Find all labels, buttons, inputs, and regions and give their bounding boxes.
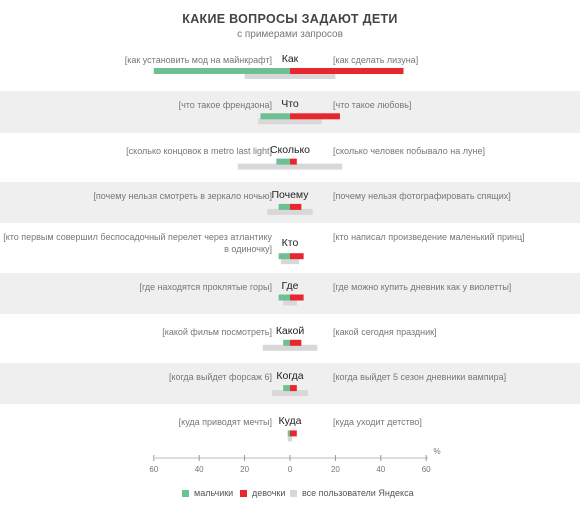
legend-label-boys: мальчики <box>194 488 234 498</box>
legend-item-girls: девочки <box>240 488 285 498</box>
boys-query-example: [где находятся проклятые горы] <box>139 281 272 292</box>
question-word-label: Куда <box>278 415 302 428</box>
x-tick-label: 40 <box>195 465 204 474</box>
boys-query-example: [когда выйдет форсаж 6] <box>169 372 272 383</box>
bar-all-users <box>244 73 336 79</box>
bar-boys <box>260 113 290 120</box>
girls-query-example: [какой сегодня праздник] <box>333 326 437 337</box>
x-tick-label: 60 <box>422 465 431 474</box>
question-word-label: Кто <box>281 237 299 250</box>
question-word-label: Сколько <box>269 143 311 156</box>
bar-all-users <box>262 344 318 351</box>
girls-query-example: [где можно купить дневник как у виолетты… <box>333 281 512 292</box>
bar-girls <box>290 430 297 437</box>
legend-label-girls: девочки <box>252 488 286 498</box>
question-word-label: Почему <box>271 188 309 201</box>
row-band <box>0 181 580 224</box>
x-tick-label: 0 <box>288 465 293 474</box>
x-tick-label: 40 <box>376 465 385 474</box>
row-band <box>0 91 580 133</box>
girls-query-example: [кто написал произведение маленький прин… <box>333 232 525 243</box>
question-word-label: Где <box>281 279 299 292</box>
boys-query-example: [сколько концовок в metro last light] <box>126 145 272 156</box>
boys-query-example: [почему нельзя смотреть в зеркало ночью] <box>93 190 272 201</box>
question-word-label: Какой <box>275 324 305 337</box>
bar-girls <box>290 339 302 346</box>
question-word-label: Что <box>281 98 299 111</box>
legend-swatch-all <box>290 489 297 497</box>
girls-query-example: [как сделать лизуна] <box>333 55 419 65</box>
x-tick-label: 60 <box>149 465 158 474</box>
bar-boys <box>278 253 290 260</box>
bar-boys <box>278 294 290 301</box>
row-band <box>0 272 580 314</box>
bar-girls <box>290 294 304 301</box>
bar-girls <box>290 68 404 74</box>
boys-query-example: [как установить мод на майнкрафт] <box>124 55 272 65</box>
boys-query-example: [какой фильм посмотреть] <box>162 326 272 337</box>
boys-query-example: [кто первым совершил беспосадочный перел… <box>3 232 272 255</box>
bar-boys <box>283 385 290 392</box>
bar-boys <box>287 430 290 437</box>
girls-query-example: [куда уходит детство] <box>333 417 422 428</box>
boys-query-example: [что такое френдзона] <box>178 100 272 111</box>
legend-item-all: все пользователи Яндекса <box>290 488 414 498</box>
bar-all-users <box>267 208 313 215</box>
bar-all-users <box>283 299 297 306</box>
legend-swatch-boys <box>182 489 189 497</box>
bar-girls <box>290 253 304 260</box>
bar-girls <box>290 203 302 210</box>
x-tick-label: 20 <box>240 465 249 474</box>
bar-all-users <box>287 435 293 442</box>
legend-item-boys: мальчики <box>182 488 233 498</box>
bar-girls <box>290 158 297 165</box>
bar-all-users <box>237 163 343 170</box>
bar-boys <box>276 158 290 165</box>
subtitle: с примерами запросов <box>237 29 343 40</box>
x-axis-unit: % <box>433 447 440 456</box>
legend-label-all: все пользователи Яндекса <box>302 488 414 498</box>
bar-girls <box>290 385 297 392</box>
legend-swatch-girls <box>240 489 247 497</box>
row-band <box>0 363 580 405</box>
bar-all-users <box>258 118 322 125</box>
bar-boys <box>283 339 290 346</box>
x-tick-label: 20 <box>331 465 340 474</box>
title: КАКИЕ ВОПРОСЫ ЗАДАЮТ ДЕТИ <box>182 12 398 26</box>
girls-query-example: [почему нельзя фотографировать спящих] <box>333 190 511 201</box>
bar-boys <box>278 203 290 210</box>
girls-query-example: [сколько человек побывало на луне] <box>333 145 485 156</box>
girls-query-example: [когда выйдет 5 сезон дневники вампира] <box>333 372 507 383</box>
question-word-label: Как <box>281 53 299 65</box>
girls-query-example: [что такое любовь] <box>333 100 412 111</box>
question-word-label: Когда <box>276 370 304 383</box>
bar-all-users <box>280 258 300 265</box>
boys-query-example: [куда приводят мечты] <box>178 417 272 428</box>
bar-all-users <box>271 390 309 397</box>
bar-girls <box>290 113 340 120</box>
bar-boys <box>153 68 290 74</box>
